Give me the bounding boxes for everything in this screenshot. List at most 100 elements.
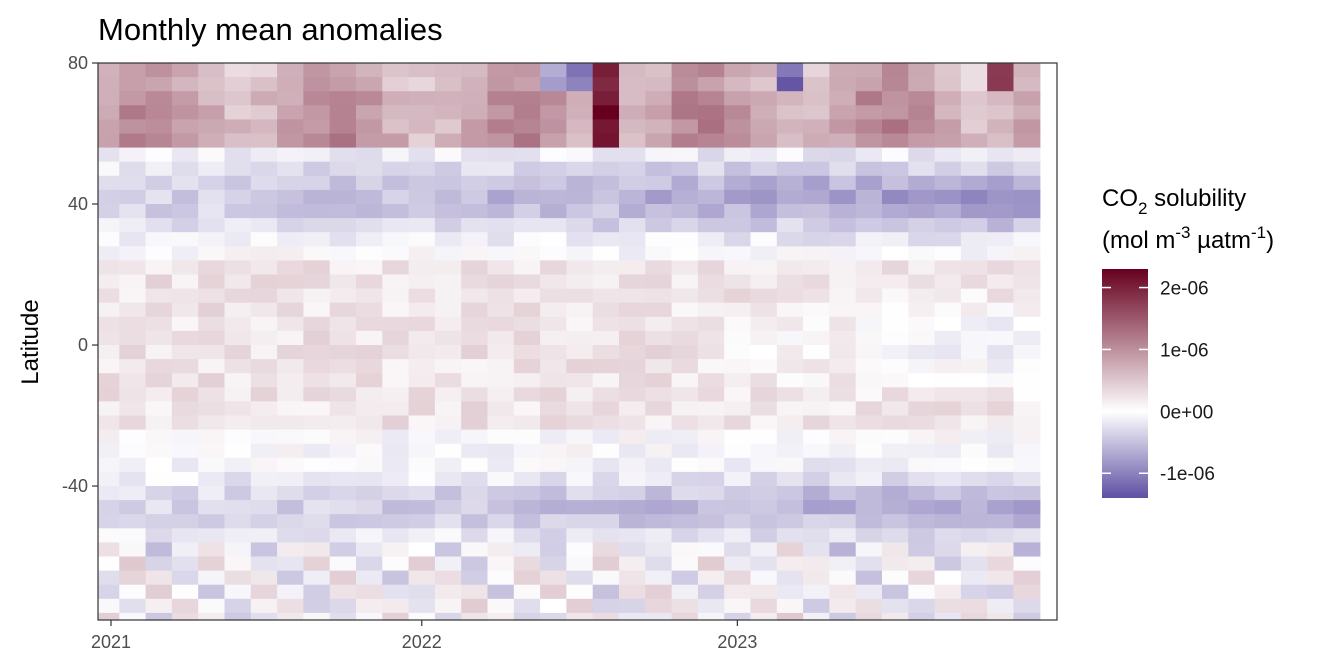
heatmap-cell — [382, 401, 410, 417]
heatmap-cell — [303, 528, 331, 543]
heatmap-cell — [487, 486, 515, 501]
heatmap-cell — [829, 373, 857, 388]
heatmap-cell — [855, 175, 883, 191]
heatmap-cell — [619, 556, 646, 572]
heatmap-cell — [198, 260, 226, 276]
heatmap-cell — [908, 91, 936, 106]
heatmap-cell — [98, 598, 120, 614]
heatmap-cell — [277, 556, 304, 572]
heatmap-cell — [934, 161, 962, 177]
heatmap-cell — [908, 471, 936, 487]
heatmap-cell — [303, 302, 331, 318]
heatmap-cell — [356, 528, 383, 543]
heatmap-cell — [960, 457, 988, 473]
heatmap-cell — [908, 260, 936, 276]
heatmap-cell — [724, 274, 752, 290]
heatmap-cell — [434, 401, 462, 417]
heatmap-cell — [882, 218, 909, 233]
heatmap-cell — [934, 542, 962, 558]
heatmap-cell — [513, 457, 541, 473]
heatmap-cell — [98, 260, 120, 276]
heatmap-cell — [882, 401, 909, 417]
heatmap-cell — [724, 542, 752, 558]
heatmap-cell — [908, 147, 936, 163]
heatmap-cell — [434, 570, 462, 586]
heatmap-cell — [513, 584, 541, 600]
heatmap-cell — [619, 232, 646, 247]
heatmap-cell — [750, 345, 778, 360]
heatmap-cell — [171, 373, 199, 388]
heatmap-cell — [697, 91, 725, 106]
heatmap-cell — [329, 359, 357, 374]
heatmap-cell — [987, 288, 1015, 304]
heatmap-cell — [145, 63, 173, 78]
heatmap-cell — [619, 612, 646, 621]
heatmap-cell — [487, 316, 515, 332]
heatmap-cell — [303, 443, 331, 459]
heatmap-cell — [566, 302, 594, 318]
heatmap-cell — [408, 584, 436, 600]
heatmap-cell — [592, 387, 620, 402]
heatmap-cell — [356, 486, 383, 501]
heatmap-cell — [1013, 302, 1041, 318]
heatmap-cell — [987, 260, 1015, 276]
heatmap-cell — [487, 161, 515, 177]
heatmap-cell — [1013, 189, 1041, 205]
heatmap-cell — [408, 457, 436, 473]
heatmap-cell — [750, 316, 778, 332]
heatmap-cell — [540, 457, 567, 473]
heatmap-cell — [776, 260, 804, 276]
heatmap-cell — [829, 77, 857, 92]
heatmap-cell — [829, 598, 857, 614]
heatmap-cell — [803, 556, 830, 572]
heatmap-cell — [356, 189, 383, 205]
heatmap-cell — [803, 161, 830, 177]
heatmap-cell — [250, 542, 278, 558]
heatmap-cell — [882, 330, 909, 346]
heatmap-cell — [592, 218, 620, 233]
heatmap-cell — [619, 570, 646, 586]
heatmap-cell — [461, 274, 489, 290]
heatmap-cell — [408, 415, 436, 431]
heatmap-cell — [908, 373, 936, 388]
heatmap-cell — [1013, 457, 1041, 473]
heatmap-cell — [592, 612, 620, 621]
heatmap-cell — [1013, 288, 1041, 304]
heatmap-cell — [224, 77, 252, 92]
heatmap-cell — [513, 471, 541, 487]
heatmap-cell — [513, 401, 541, 417]
heatmap-cell — [934, 345, 962, 360]
heatmap-cell — [803, 246, 830, 261]
heatmap-cell — [566, 373, 594, 388]
heatmap-cell — [171, 133, 199, 149]
heatmap-cell — [408, 500, 436, 515]
heatmap-cell — [724, 584, 752, 600]
heatmap-cell — [882, 373, 909, 388]
heatmap-cell — [540, 556, 567, 572]
heatmap-cell — [776, 119, 804, 135]
heatmap-cell — [592, 415, 620, 431]
heatmap-cell — [303, 260, 331, 276]
heatmap-cell — [382, 415, 410, 431]
heatmap-cell — [829, 63, 857, 78]
heatmap-cell — [987, 570, 1015, 586]
heatmap-cell — [119, 189, 147, 205]
heatmap-cell — [908, 161, 936, 177]
heatmap-cell — [882, 528, 909, 543]
heatmap-cell — [960, 288, 988, 304]
heatmap-cell — [303, 429, 331, 445]
heatmap-cell — [855, 443, 883, 459]
heatmap-cell — [671, 91, 699, 106]
heatmap-cell — [882, 429, 909, 445]
heatmap-cell — [224, 570, 252, 586]
heatmap-cell — [750, 443, 778, 459]
heatmap-cell — [592, 119, 620, 135]
heatmap-cell — [1013, 175, 1041, 191]
heatmap-cell — [803, 387, 830, 402]
heatmap-cell — [461, 401, 489, 417]
heatmap-cell — [382, 119, 410, 135]
heatmap-cell — [566, 63, 594, 78]
heatmap-cell — [671, 175, 699, 191]
heatmap-cell — [697, 133, 725, 149]
heatmap-cell — [329, 91, 357, 106]
